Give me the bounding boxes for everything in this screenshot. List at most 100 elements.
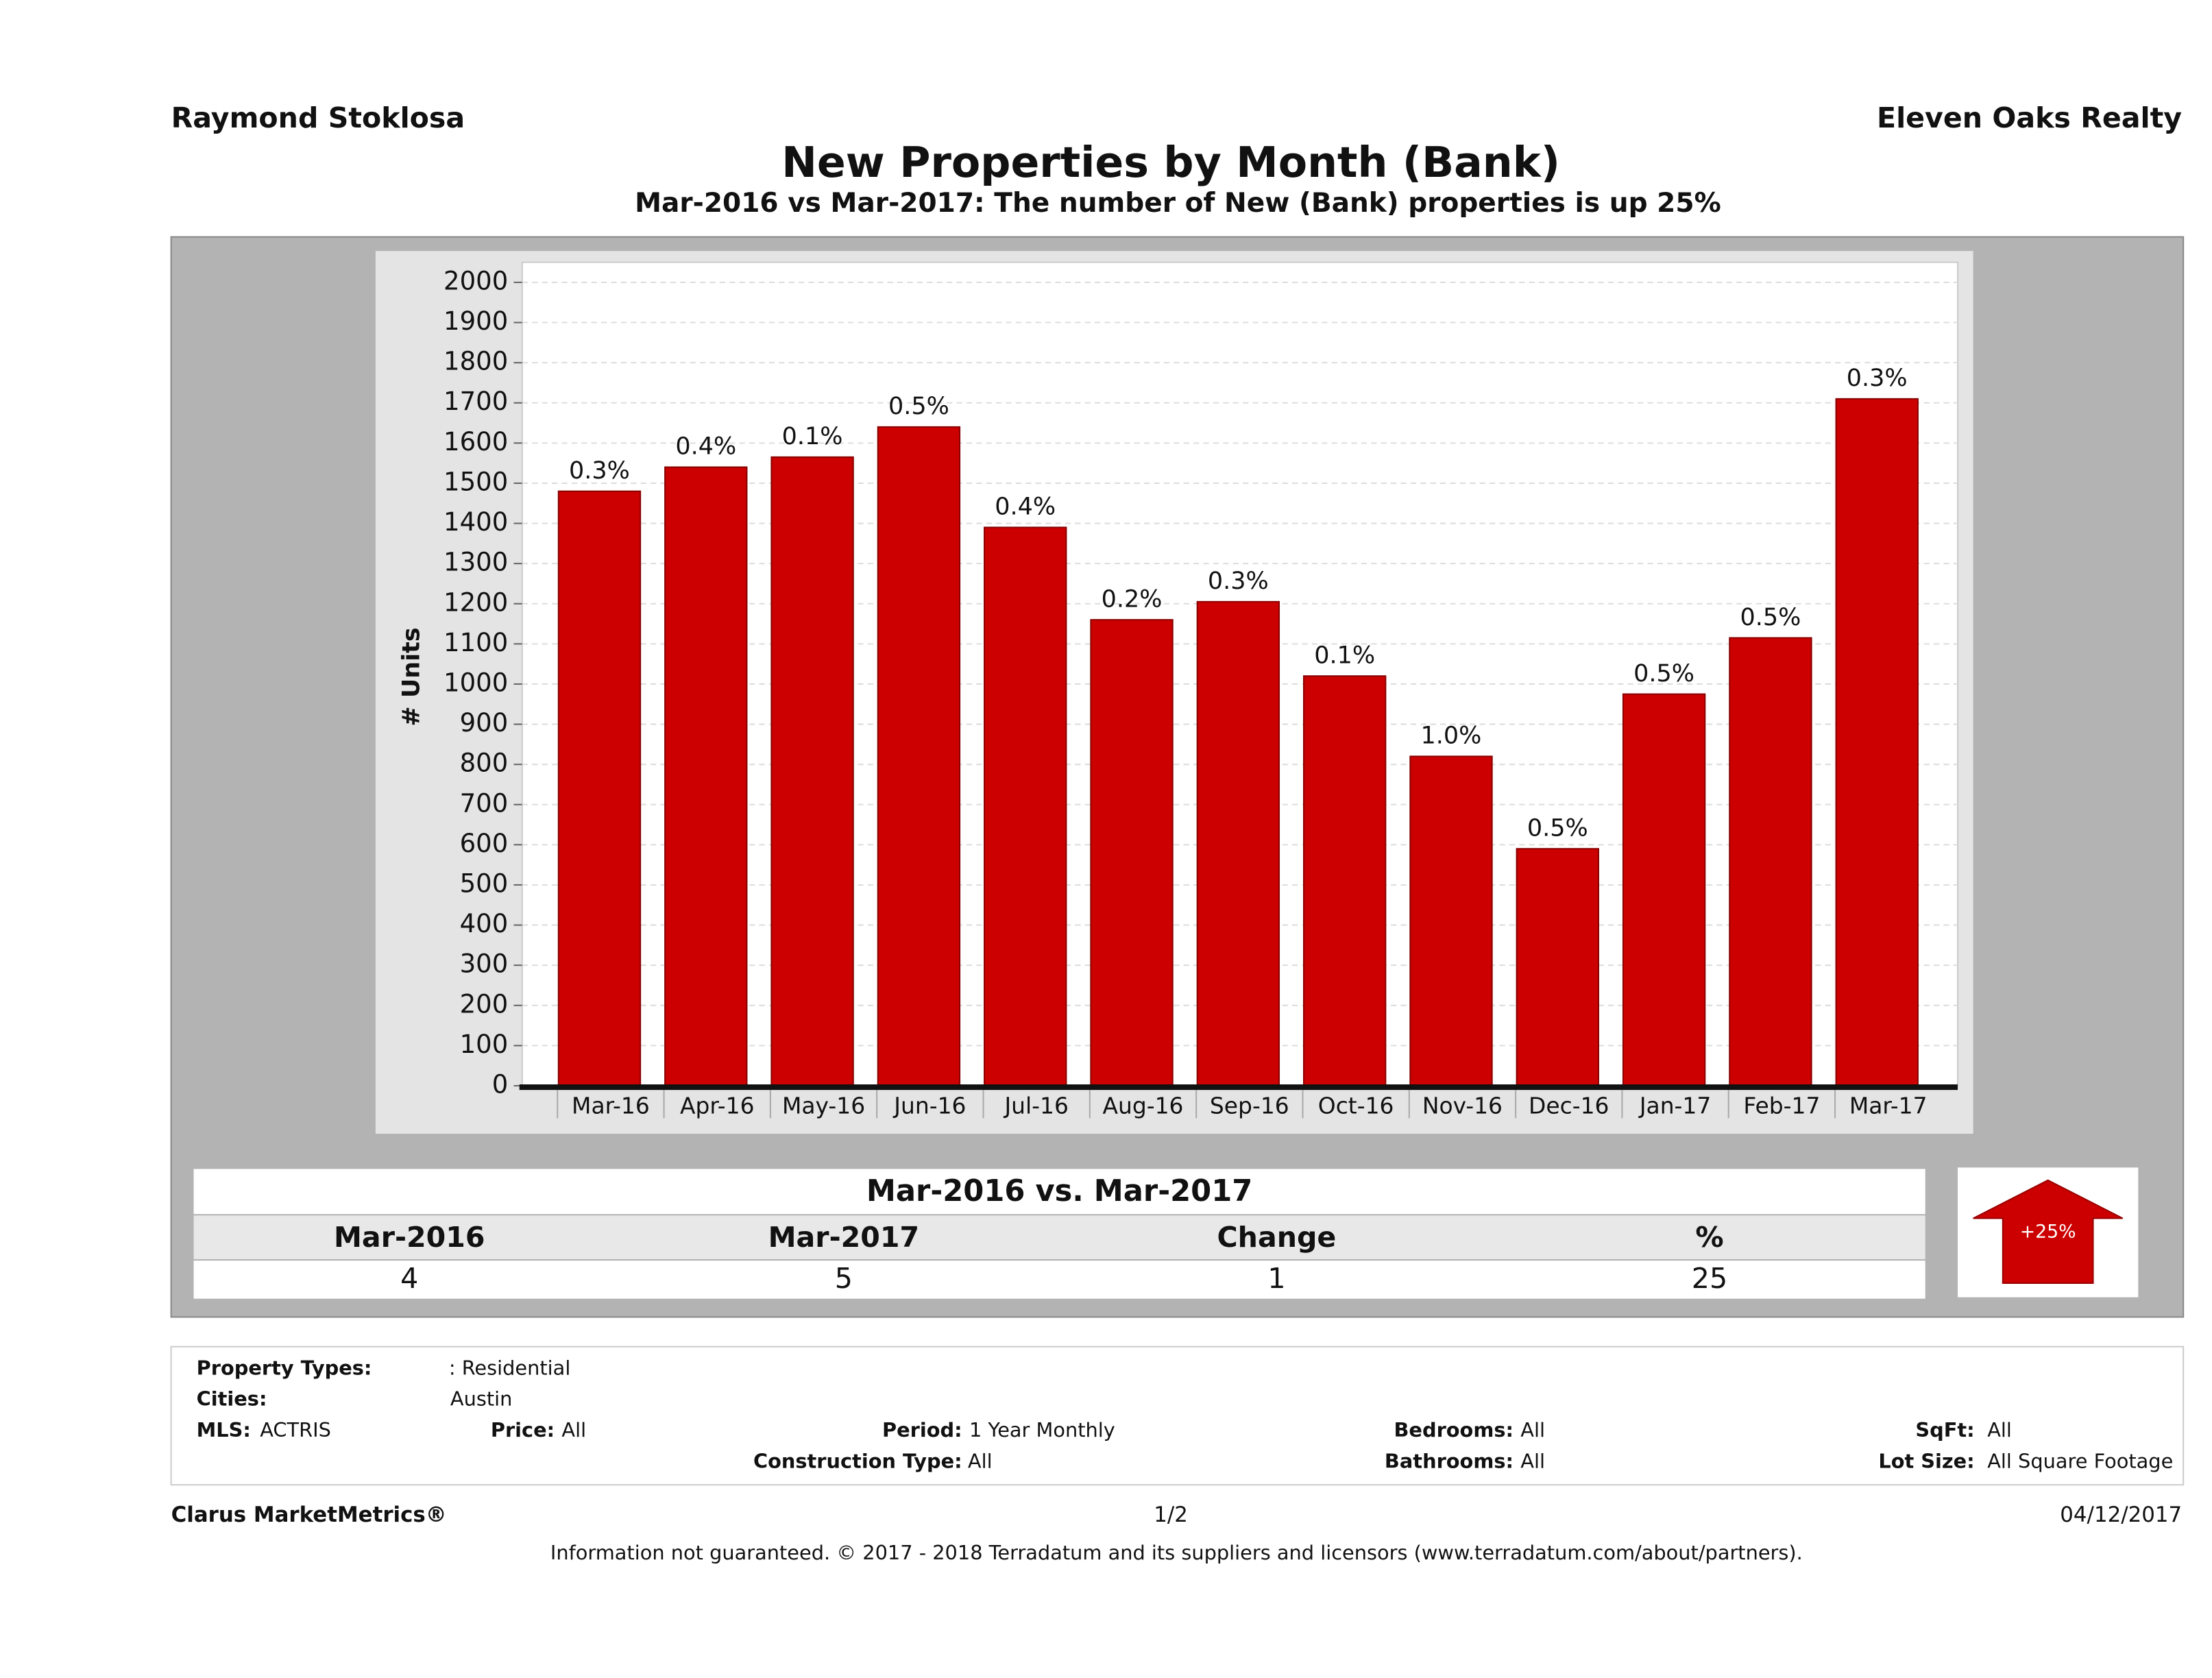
- summary-title-row: [193, 1169, 1925, 1215]
- y-tick-label: 1200: [443, 587, 508, 617]
- summary-value: 25: [1692, 1262, 1727, 1295]
- y-tick-label: 700: [460, 788, 509, 818]
- y-tick-label: 100: [460, 1030, 509, 1059]
- bar-label: 0.1%: [782, 423, 843, 450]
- filter-value: All: [1520, 1449, 1545, 1472]
- y-tick-label: 500: [460, 868, 509, 898]
- bar-label: 0.5%: [888, 393, 949, 420]
- bar-label: 0.3%: [1208, 568, 1269, 595]
- y-tick-label: 800: [460, 749, 509, 778]
- filter-value: ACTRIS: [260, 1418, 331, 1442]
- y-tick-label: 1100: [443, 628, 508, 657]
- filter-value: Austin: [450, 1387, 512, 1411]
- bar: [557, 490, 642, 1087]
- filter-label: SqFt:: [1915, 1418, 1974, 1442]
- bar-label: 0.4%: [675, 433, 736, 461]
- bar: [1835, 398, 1919, 1087]
- bar-label: 0.5%: [1740, 604, 1801, 631]
- chart-title: New Properties by Month (Bank): [781, 138, 1560, 187]
- bar-label: 0.4%: [995, 494, 1056, 521]
- filter-label: Lot Size:: [1878, 1449, 1974, 1472]
- x-tick-label: Nov-16: [1422, 1092, 1503, 1119]
- filter-value: All: [561, 1418, 586, 1442]
- y-tick-label: 0: [492, 1070, 509, 1099]
- y-tick-label: 1700: [443, 387, 508, 416]
- summary-header: Mar-2017: [768, 1221, 920, 1254]
- filter-label: Period:: [882, 1418, 962, 1442]
- bar: [1090, 619, 1174, 1087]
- summary-header: Mar-2016: [334, 1221, 485, 1254]
- footer-brand: Clarus MarketMetrics®: [171, 1503, 447, 1527]
- summary-header: Change: [1217, 1221, 1337, 1254]
- summary-header: %: [1695, 1221, 1723, 1254]
- bar-label: 1.0%: [1421, 722, 1482, 750]
- y-tick-label: 600: [460, 829, 509, 858]
- filter-value: : Residential: [449, 1356, 570, 1379]
- filter-label: Bedrooms:: [1394, 1418, 1514, 1442]
- bar-label: 0.1%: [1314, 642, 1375, 669]
- y-tick-label: 900: [460, 708, 509, 738]
- x-tick-label: Mar-17: [1849, 1092, 1928, 1119]
- agent-name: Raymond Stoklosa: [171, 101, 465, 134]
- x-tick-label: Sep-16: [1210, 1092, 1289, 1119]
- x-tick-label: Mar-16: [572, 1092, 650, 1119]
- x-tick-label: Aug-16: [1102, 1092, 1183, 1119]
- x-tick-label: Oct-16: [1318, 1092, 1394, 1119]
- x-tick-label: Jan-17: [1638, 1092, 1711, 1119]
- y-tick-label: 1400: [443, 507, 508, 537]
- bar: [984, 526, 1067, 1087]
- up-arrow: [1973, 1179, 2124, 1285]
- summary-header-row: [193, 1215, 1925, 1260]
- summary-value-row: [193, 1261, 1925, 1299]
- filter-label: Property Types:: [197, 1356, 372, 1379]
- x-tick-label: Feb-17: [1743, 1092, 1820, 1119]
- y-tick-label: 1000: [443, 668, 508, 697]
- y-tick-label: 1300: [443, 548, 508, 577]
- page-number: 1/2: [1154, 1503, 1188, 1527]
- chart-subtitle: Mar-2016 vs Mar-2017: The number of New …: [635, 188, 1721, 219]
- summary-value: 4: [400, 1262, 418, 1295]
- summary-title: Mar-2016 vs. Mar-2017: [866, 1174, 1252, 1208]
- filter-label: Price:: [491, 1418, 555, 1442]
- x-tick-label: Jul-16: [1003, 1092, 1068, 1119]
- y-tick-label: 1600: [443, 427, 508, 457]
- x-tick-label: May-16: [782, 1092, 865, 1119]
- filter-label: Construction Type:: [753, 1449, 962, 1472]
- filter-label: MLS:: [197, 1418, 251, 1442]
- bar: [1196, 600, 1280, 1087]
- x-tick-label: Apr-16: [680, 1092, 755, 1119]
- summary-value: 1: [1267, 1262, 1285, 1295]
- y-axis-label: # Units: [398, 627, 425, 726]
- y-tick-label: 1900: [443, 306, 508, 336]
- filter-value: All: [1520, 1418, 1545, 1442]
- bar: [1622, 693, 1706, 1087]
- report-date: 04/12/2017: [2060, 1503, 2182, 1527]
- y-tick-label: 1800: [443, 347, 508, 376]
- bar-label: 0.3%: [569, 457, 630, 485]
- filter-value: 1 Year Monthly: [969, 1418, 1115, 1442]
- bar-label: 0.5%: [1527, 814, 1588, 842]
- bar: [877, 426, 961, 1087]
- bar-label: 0.3%: [1847, 365, 1908, 392]
- bar: [1409, 755, 1493, 1087]
- filter-value: All: [1987, 1418, 2012, 1442]
- summary-value: 5: [835, 1262, 853, 1295]
- x-tick-label: Dec-16: [1529, 1092, 1609, 1119]
- bar: [1516, 848, 1599, 1087]
- filters-box: [170, 1346, 2185, 1486]
- filter-label: Bathrooms:: [1385, 1449, 1514, 1472]
- bar: [770, 456, 854, 1087]
- bar-label: 0.2%: [1102, 585, 1163, 613]
- brokerage: Eleven Oaks Realty: [1877, 101, 2182, 134]
- filter-value: All: [968, 1449, 993, 1472]
- y-tick-label: 2000: [443, 266, 508, 295]
- x-tick-label: Jun-16: [892, 1092, 966, 1119]
- y-tick-label: 400: [460, 909, 509, 938]
- bar: [1729, 637, 1812, 1087]
- bar: [1302, 675, 1387, 1087]
- bar: [664, 466, 748, 1087]
- y-tick-label: 300: [460, 949, 509, 979]
- badge-text: +25%: [2020, 1221, 2076, 1242]
